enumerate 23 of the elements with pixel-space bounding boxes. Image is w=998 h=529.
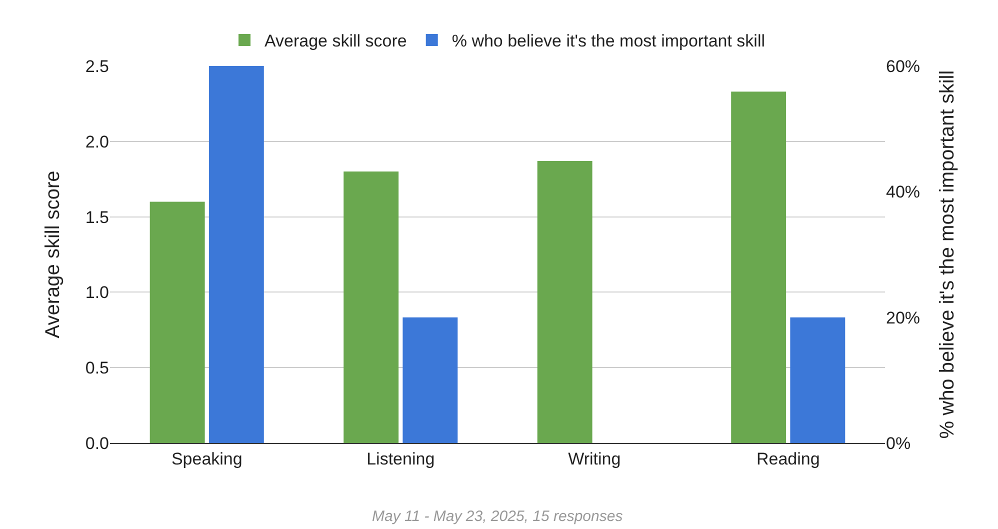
x-tick-label: Writing [568,449,621,468]
y-tick-label: 0.0 [85,434,109,453]
bar [150,202,205,443]
x-tick-label: Speaking [171,449,242,468]
y-tick-label: 2.5 [85,56,109,76]
legend-label: % who believe it's the most important skill [452,32,766,51]
x-tick-label: Listening [366,449,435,468]
y-tick-label: 1.5 [85,208,109,227]
y-axis-title: Average skill score [42,170,64,338]
y-tick-label: 0.5 [85,358,109,378]
y-tick-label: 1.0 [85,283,109,302]
y2-tick-label: 60% [886,56,920,76]
y-tick-label: 2.0 [85,132,109,152]
bar [344,172,399,443]
legend-label: Average skill score [264,32,407,51]
y2-tick-label: 0% [886,434,911,453]
y2-tick-label: 40% [886,182,920,202]
bar [537,161,592,443]
y2-tick-label: 20% [886,308,920,328]
text: May 11 - May 23, 2025, 15 responses [372,508,624,525]
x-tick-label: Reading [756,449,820,468]
bar [731,92,786,443]
y2-axis-title: % who believe it's the most important skill [936,70,959,439]
